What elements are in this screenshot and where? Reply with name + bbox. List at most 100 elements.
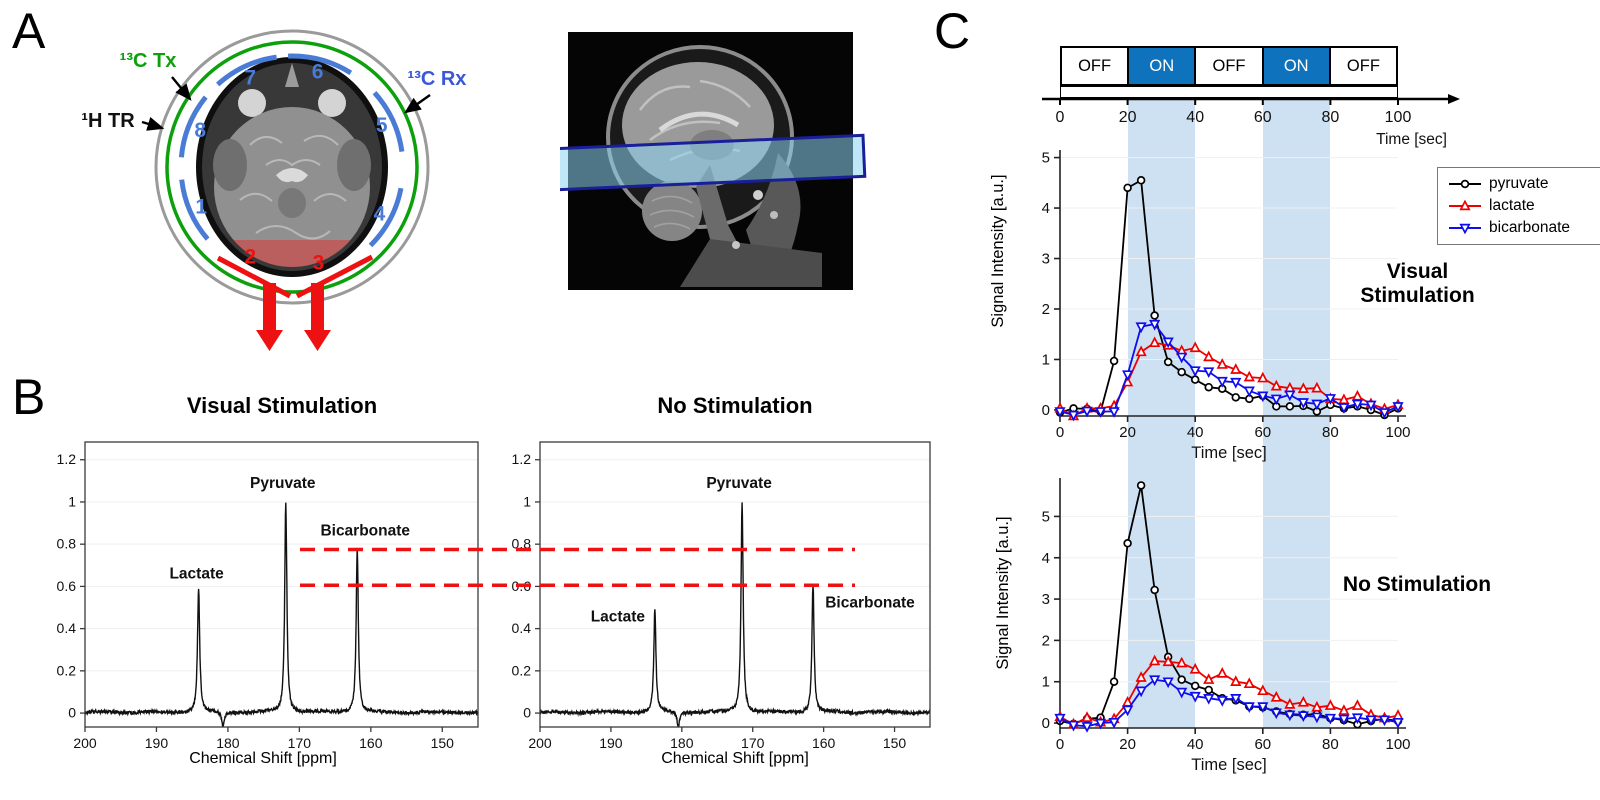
legend-item-lactate: lactate <box>1447 197 1597 215</box>
svg-text:0.4: 0.4 <box>57 620 77 636</box>
svg-text:0: 0 <box>1056 424 1064 441</box>
svg-text:40: 40 <box>1187 736 1204 753</box>
svg-text:0.2: 0.2 <box>57 662 77 678</box>
svg-text:Time [sec]: Time [sec] <box>1191 756 1266 774</box>
slice-prescription-slab <box>560 133 867 192</box>
svg-text:0: 0 <box>68 705 76 721</box>
paradigm-baseline-strip <box>1060 86 1398 98</box>
svg-text:40: 40 <box>1187 424 1204 441</box>
svg-text:Pyruvate: Pyruvate <box>250 475 316 492</box>
panel-c-label: C <box>934 3 971 59</box>
tx-pointer-arrow-icon <box>171 76 192 101</box>
svg-text:Bicarbonate: Bicarbonate <box>825 594 915 611</box>
svg-text:1: 1 <box>195 195 207 218</box>
spectrum-left-xlabel: Chemical Shift [ppm] <box>189 750 337 767</box>
axial-coil-diagram: 1 2 3 4 5 6 7 8 ¹³C Tx ¹H TR ¹³C Rx <box>81 29 467 351</box>
svg-text:Pyruvate: Pyruvate <box>706 475 772 492</box>
spectrum-right-title: No Stimulation <box>657 393 813 418</box>
panel-a-label: A <box>12 3 46 59</box>
svg-text:1.2: 1.2 <box>512 451 532 467</box>
nose <box>285 63 299 87</box>
svg-text:80: 80 <box>1322 109 1340 126</box>
svg-text:60: 60 <box>1254 109 1272 126</box>
paradigm-time-axis: 0 20 40 60 80 100 Time [sec] <box>1042 94 1460 148</box>
ventricles <box>276 168 308 183</box>
svg-text:7: 7 <box>244 66 256 89</box>
highlighted-elements-2-3 <box>216 254 374 299</box>
rx-arc-7 <box>216 54 277 87</box>
svg-text:200: 200 <box>73 735 97 751</box>
brainstem <box>278 188 306 218</box>
timecourse-plot-visual-stimulation: 0 1 2 3 4 5 0 20 40 60 80 100 Time [sec] <box>1042 150 1411 462</box>
svg-text:1: 1 <box>68 493 76 509</box>
svg-text:0: 0 <box>523 705 531 721</box>
svg-text:100: 100 <box>1385 736 1410 753</box>
svg-text:1: 1 <box>523 493 531 509</box>
lactate-series <box>1054 654 1404 729</box>
svg-text:4: 4 <box>1042 200 1050 217</box>
svg-text:100: 100 <box>1385 424 1410 441</box>
svg-text:2: 2 <box>1042 301 1050 318</box>
axial-brain-mri <box>196 57 388 277</box>
circle-marker-icon <box>1449 179 1481 189</box>
svg-text:2: 2 <box>244 246 256 269</box>
panel-b-label: B <box>12 369 46 425</box>
svg-text:0.2: 0.2 <box>512 662 532 678</box>
rx-arc-4 <box>368 187 404 248</box>
paradigm-block-on: ON <box>1129 48 1197 84</box>
svg-text:1.2: 1.2 <box>57 451 77 467</box>
svg-text:20: 20 <box>1119 424 1136 441</box>
svg-text:4: 4 <box>1042 550 1050 567</box>
spectrum-left-title: Visual Stimulation <box>186 393 378 418</box>
svg-text:150: 150 <box>431 735 455 751</box>
svg-text:2: 2 <box>1042 632 1050 649</box>
svg-text:180: 180 <box>670 735 694 751</box>
legend-item-bicarbonate: bicarbonate <box>1447 219 1597 237</box>
svg-text:6: 6 <box>312 60 324 83</box>
c13-rx-label: ¹³C Rx <box>408 68 467 90</box>
svg-text:150: 150 <box>883 735 907 751</box>
spectrum-trace <box>85 502 478 727</box>
rx-arc-1 <box>179 179 210 241</box>
svg-text:190: 190 <box>145 735 169 751</box>
spectrum-plot-visual-stimulation: 0 0.2 0.4 0.6 0.8 1 1.2 200 190 180 170 160 150 Lacta… <box>57 441 479 751</box>
time-axis-arrowhead-icon <box>1448 94 1460 104</box>
svg-text:1: 1 <box>1042 674 1050 691</box>
svg-text:160: 160 <box>812 735 836 751</box>
svg-text:200: 200 <box>528 735 552 751</box>
corpus-callosum <box>658 111 740 132</box>
signal-direction-arrows <box>256 283 331 351</box>
bicarbonate-series <box>1054 319 1404 422</box>
spectrum-right-xlabel: Chemical Shift [ppm] <box>661 750 809 767</box>
pyruvate-series <box>1055 481 1403 729</box>
stimulus-paradigm-blocks: OFF ON OFF ON OFF <box>1060 46 1398 86</box>
svg-text:5: 5 <box>1042 150 1050 167</box>
rx-arc-5 <box>372 91 405 152</box>
annotation-visual-stimulation: Visual Stimulation <box>1360 260 1475 308</box>
occipital-highlight-overlay <box>233 240 351 267</box>
triangle-down-marker-icon <box>1449 223 1481 235</box>
legend-label: pyruvate <box>1489 175 1549 192</box>
svg-text:3: 3 <box>1042 251 1050 268</box>
rx-pointer-arrow-icon <box>404 94 431 114</box>
legend-label: lactate <box>1489 197 1535 214</box>
paradigm-block-off: OFF <box>1062 48 1130 84</box>
svg-text:40: 40 <box>1186 109 1204 126</box>
svg-text:Time [sec]: Time [sec] <box>1376 131 1447 148</box>
svg-text:180: 180 <box>216 735 240 751</box>
annotation-no-stimulation: No Stimulation <box>1342 573 1492 596</box>
svg-text:100: 100 <box>1385 109 1412 126</box>
legend-item-pyruvate: pyruvate <box>1447 175 1597 193</box>
svg-text:3: 3 <box>313 251 325 274</box>
h1-tr-label: ¹H TR <box>81 110 135 132</box>
spectrum-trace <box>540 502 930 727</box>
right-eye <box>318 89 346 117</box>
spectrum-plot-no-stimulation: 00.20.40.60.811.2200190180170160150Lacta… <box>512 441 931 751</box>
svg-text:1: 1 <box>1042 351 1050 368</box>
svg-text:0.4: 0.4 <box>512 620 532 636</box>
svg-text:0: 0 <box>1042 715 1050 732</box>
svg-text:0.8: 0.8 <box>512 536 532 552</box>
svg-text:0: 0 <box>1042 402 1050 419</box>
svg-text:5: 5 <box>376 114 388 137</box>
